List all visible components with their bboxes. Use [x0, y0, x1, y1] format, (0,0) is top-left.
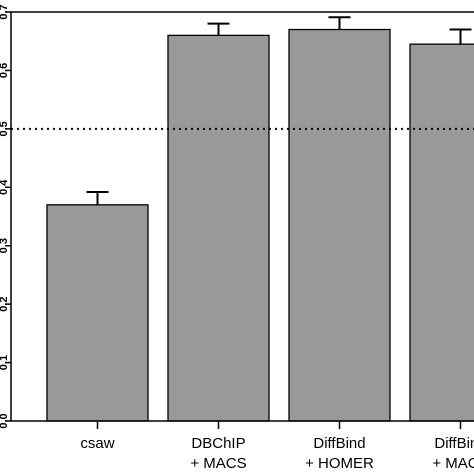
bar-3 — [409, 43, 474, 422]
y-tick-label-1: 0.1 — [0, 355, 10, 370]
x-tick-label-1: DBChIP + MACS — [190, 435, 246, 472]
category-labels-layer: csaw DBChIP+ MACS DiffBind+ HOMER DiffBind+… — [80, 435, 474, 472]
bars-layer — [46, 28, 474, 422]
bar-1 — [167, 34, 270, 422]
y-tick-label-0: 0.0 — [0, 413, 10, 428]
x-tick-label-0: csaw — [80, 435, 114, 452]
y-tick-label-6: 0.6 — [0, 63, 10, 78]
axis-layer: 0.0 0.1 0.2 0.3 0.4 0.5 0.6 0.7 — [0, 4, 474, 429]
y-tick-label-7: 0.7 — [0, 4, 10, 19]
error-bar-0 — [86, 190, 109, 205]
bar-0 — [46, 204, 149, 422]
x-tick-label-2: DiffBind + HOMER — [305, 435, 374, 472]
error-bars-layer — [86, 16, 472, 205]
y-tick-label-5: 0.5 — [0, 121, 10, 136]
x-tick-label-3: DiffBind+ MACS — [432, 435, 474, 472]
error-bar-2 — [328, 16, 351, 30]
error-bar-1 — [207, 22, 230, 36]
error-bar-3 — [449, 28, 472, 45]
plot-frame — [10, 11, 474, 422]
bar-2 — [288, 28, 391, 422]
y-tick-label-4: 0.4 — [0, 179, 10, 195]
y-tick-label-2: 0.2 — [0, 296, 10, 311]
y-tick-label-3: 0.3 — [0, 238, 10, 253]
